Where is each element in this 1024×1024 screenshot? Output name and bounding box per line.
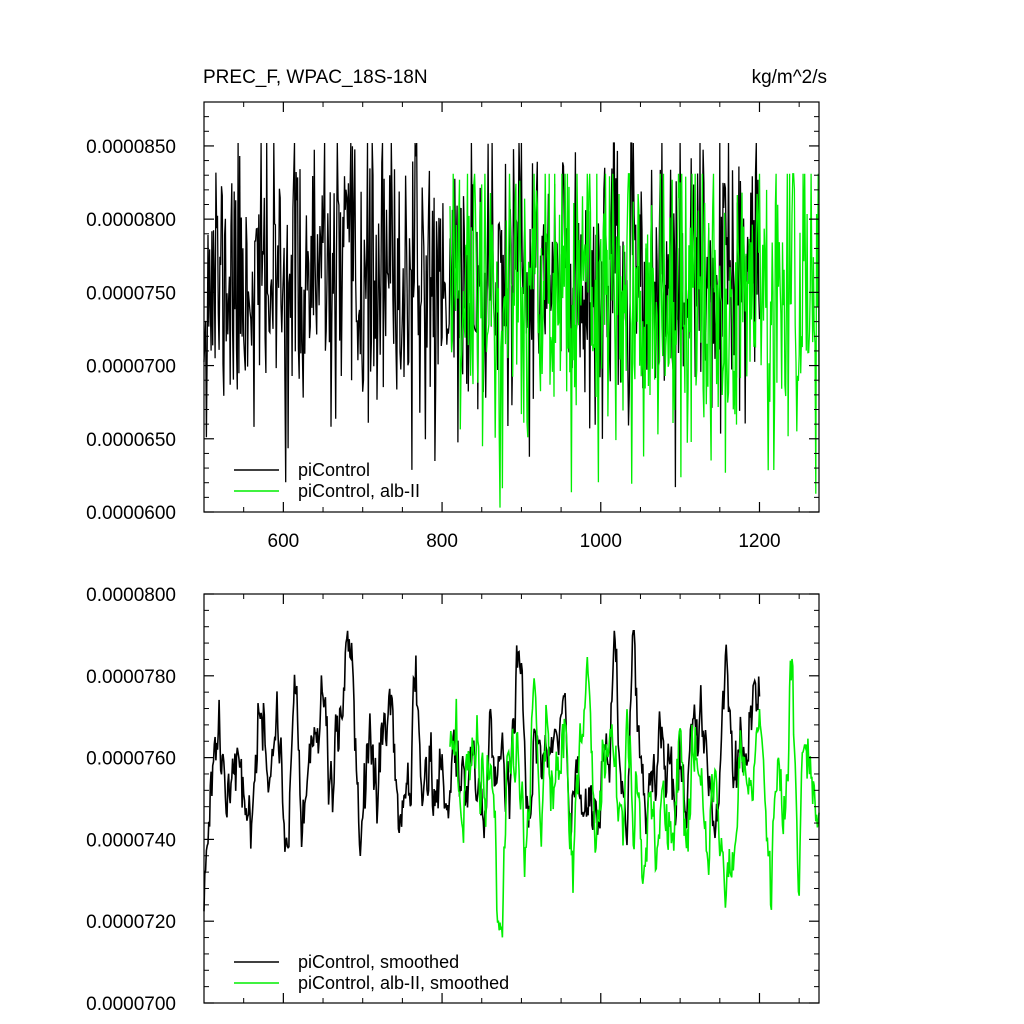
top-panel-series (203, 142, 820, 508)
y-tick-label: 0.0000650 (86, 430, 176, 451)
y-tick-label: 0.0000850 (86, 137, 176, 158)
y-tick-label: 0.0000760 (86, 749, 176, 770)
x-tick-label: 600 (268, 531, 300, 552)
legend-label-picontrol-smoothed: piControl, smoothed (298, 952, 459, 972)
bottom-panel-legend: piControl, smoothed piControl, alb-II, s… (234, 952, 509, 993)
bottom-panel-series (203, 630, 820, 938)
y-tick-label: 0.0000700 (86, 357, 176, 378)
bottom-panel: 0.0000700 0.0000720 0.0000740 0.0000760 0.00… (86, 585, 820, 1015)
top-panel-legend: piControl piControl, alb-II (234, 460, 420, 501)
x-tick-label: 1200 (738, 531, 780, 552)
y-tick-label: 0.0000780 (86, 667, 176, 688)
y-tick-label: 0.0000740 (86, 830, 176, 851)
x-tick-label: 800 (426, 531, 458, 552)
series-line-picontrol-alb-ii (449, 173, 820, 508)
top-panel: PREC_F, WPAC_18S-18N kg/m^2/s 600 800 1000… (86, 67, 827, 552)
y-tick-label: 0.0000700 (86, 994, 176, 1015)
legend-label-picontrol-alb-ii: piControl, alb-II (298, 481, 420, 501)
top-panel-axes: 600 800 1000 1200 0.0000600 0.0000650 0.000070… (86, 101, 820, 552)
top-panel-units: kg/m^2/s (752, 67, 827, 88)
y-tick-label: 0.0000720 (86, 912, 176, 933)
y-tick-label: 0.0000800 (86, 210, 176, 231)
y-tick-label: 0.0000750 (86, 283, 176, 304)
y-tick-label: 0.0000600 (86, 503, 176, 524)
legend-label-picontrol-alb-ii-smoothed: piControl, alb-II, smoothed (298, 973, 509, 993)
y-tick-label: 0.0000800 (86, 585, 176, 606)
bottom-panel-axes: 0.0000700 0.0000720 0.0000740 0.0000760 0.00… (86, 585, 820, 1015)
legend-label-picontrol: piControl (298, 460, 370, 480)
x-tick-label: 1000 (580, 531, 622, 552)
plot-frame (203, 593, 820, 1004)
top-panel-title: PREC_F, WPAC_18S-18N (203, 67, 428, 88)
series-line-picontrol-alb-ii-smoothed (449, 656, 820, 938)
